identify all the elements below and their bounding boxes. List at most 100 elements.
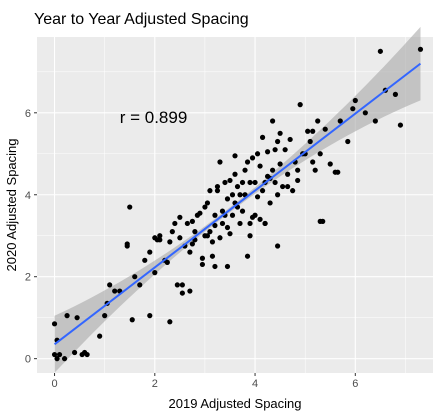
data-point [259,134,266,140]
data-point [295,177,301,184]
data-point [232,171,238,177]
data-point [219,208,226,214]
data-point [275,192,281,198]
data-point [51,321,58,327]
data-point [350,106,356,112]
data-point [285,171,291,177]
data-point [177,235,183,241]
data-point [192,229,198,235]
data-point [102,313,108,319]
data-point [82,349,88,356]
data-point [239,179,246,186]
data-point [237,220,243,227]
data-point [275,138,281,145]
data-point [242,167,248,173]
x-axis-title: 2019 Adjusted Spacing [169,396,302,411]
data-point [247,233,253,239]
data-point [269,118,276,124]
data-point [315,118,321,124]
data-point [112,288,118,294]
data-point [187,288,193,294]
data-point [222,179,228,186]
data-point [107,282,113,288]
data-point [277,130,283,136]
data-point [224,224,231,231]
data-point [147,313,153,319]
data-point [257,216,263,222]
x-tick-label: 2 [152,378,158,390]
data-point [295,167,301,173]
data-point [169,229,175,235]
data-point [322,126,328,132]
data-point [64,313,70,319]
trend-line [53,62,422,346]
data-point [239,208,246,214]
data-point [377,48,383,54]
data-point [199,261,206,268]
data-point [167,239,173,245]
data-point [272,179,278,186]
data-point [257,163,263,169]
data-point [187,249,193,255]
data-point [327,161,333,167]
data-point [219,220,226,227]
data-point [204,200,211,206]
data-point [172,220,178,227]
data-point [247,179,253,186]
data-point [310,159,316,165]
data-point [174,282,180,288]
data-point [275,243,281,249]
data-point [197,210,203,216]
data-point [179,290,185,296]
data-point [189,241,195,247]
data-point [71,349,78,356]
data-point [224,263,231,270]
data-point [272,147,278,153]
data-points [51,46,424,362]
data-point [372,118,378,124]
data-point [224,196,231,202]
data-point [269,167,276,173]
data-point [335,169,341,175]
data-point [227,231,233,237]
data-point [285,183,291,190]
data-point [287,136,293,143]
y-tick-label: 0 [25,354,31,366]
data-point [202,204,208,210]
data-point [56,351,63,358]
data-point [179,282,185,288]
data-point [217,235,223,241]
data-point [310,128,316,134]
data-point [157,233,163,239]
data-point [212,222,218,229]
data-point [204,233,211,239]
correlation-annotation: r = 0.899 [120,108,188,127]
data-point [282,147,288,153]
trend-line-layer [53,62,422,346]
y-axis-title: 2020 Adjusted Spacing [4,139,19,272]
data-point [212,212,218,218]
data-point [207,188,213,194]
data-point [264,149,271,155]
y-axis-ticks: 0 2 4 6 [25,108,37,366]
data-point [199,255,206,261]
data-point [362,110,368,116]
data-point [147,249,153,255]
data-point [152,235,158,241]
data-point [189,218,195,224]
x-tick-label: 4 [252,378,258,390]
data-point [97,333,103,339]
data-point [61,356,68,362]
data-point [280,183,286,190]
data-point [252,179,258,186]
data-point [254,194,261,200]
data-point [297,102,303,108]
data-point [417,46,424,52]
data-point [259,188,266,194]
data-point [214,183,221,190]
data-point [244,253,251,259]
data-point [142,257,148,263]
data-point [132,274,138,280]
data-point [262,220,268,227]
